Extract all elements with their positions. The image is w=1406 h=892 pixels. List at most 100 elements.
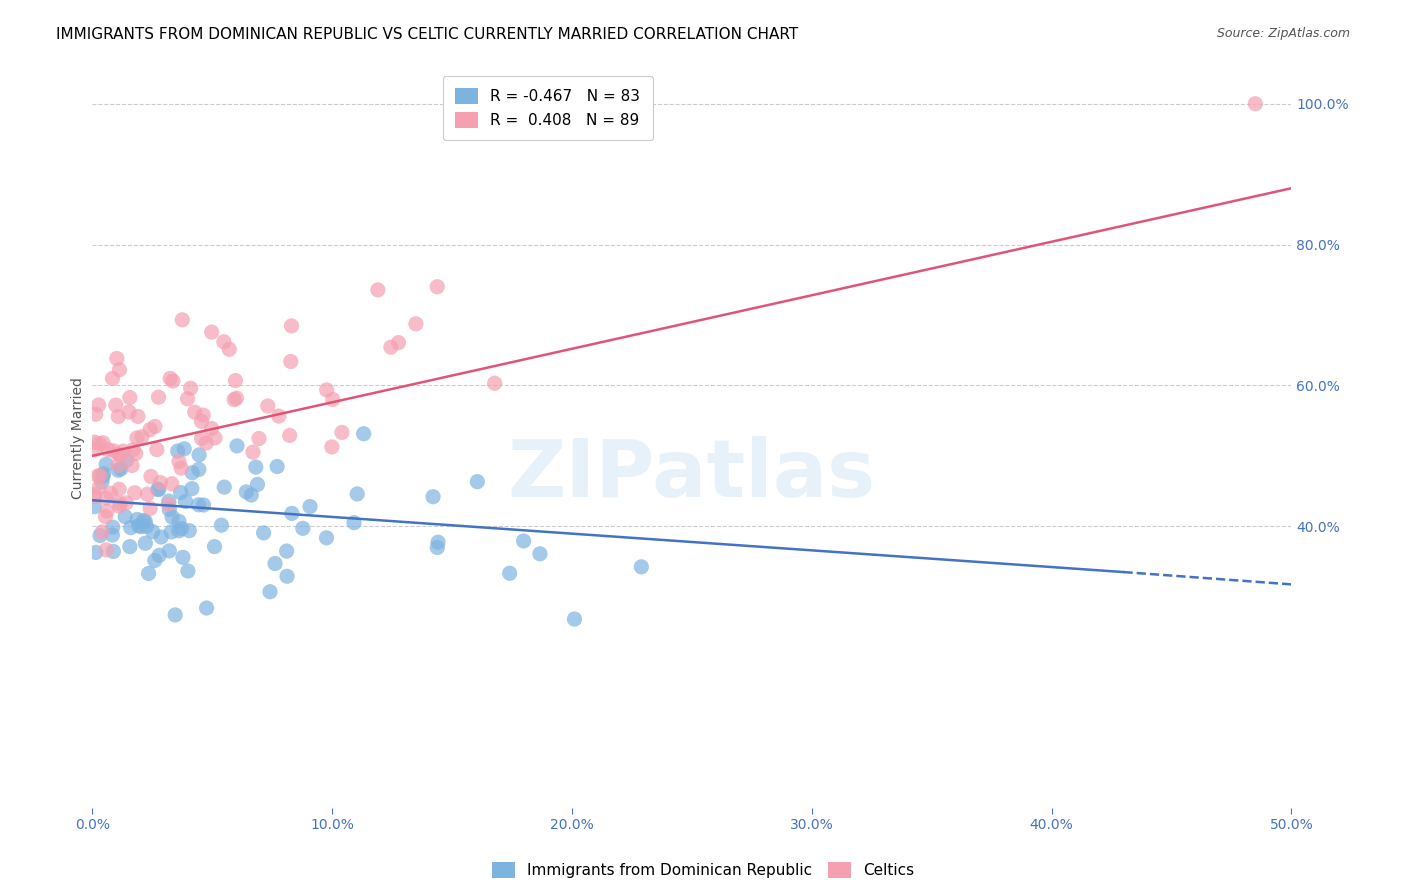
Point [121, 458, 143, 473]
Point [170, 461, 193, 475]
Point [240, 488, 263, 502]
Point [138, 566, 160, 581]
Point [298, 500, 321, 514]
Point [148, 549, 170, 563]
Point [104, 398, 127, 412]
Point [157, 494, 180, 508]
Point [157, 502, 180, 516]
Text: ZIPatlas: ZIPatlas [508, 436, 876, 514]
Point [118, 540, 141, 554]
Point [467, 475, 489, 489]
Point [149, 475, 172, 490]
Point [276, 569, 298, 583]
Point [499, 566, 522, 581]
Point [110, 449, 132, 463]
Point [172, 313, 194, 327]
Point [93, 467, 115, 481]
Point [564, 612, 586, 626]
Point [170, 521, 193, 535]
Point [142, 524, 165, 539]
Point [112, 444, 135, 458]
Point [252, 525, 274, 540]
Point [146, 483, 169, 497]
Point [165, 607, 187, 622]
Point [129, 519, 152, 533]
Point [101, 528, 124, 542]
Point [201, 325, 224, 339]
Point [380, 340, 402, 354]
Point [281, 507, 304, 521]
Point [280, 354, 302, 368]
Point [89, 436, 111, 450]
Point [100, 486, 122, 500]
Y-axis label: Currently Married: Currently Married [72, 377, 86, 500]
Point [91, 475, 114, 489]
Point [235, 485, 257, 500]
Point [266, 459, 288, 474]
Point [107, 463, 129, 477]
Point [160, 476, 183, 491]
Point [134, 515, 156, 529]
Point [176, 392, 198, 406]
Point [118, 391, 141, 405]
Point [387, 335, 409, 350]
Point [278, 428, 301, 442]
Point [136, 487, 159, 501]
Point [157, 497, 180, 511]
Point [484, 376, 506, 391]
Point [195, 436, 218, 450]
Point [512, 533, 534, 548]
Point [157, 544, 180, 558]
Point [115, 496, 138, 510]
Point [83, 487, 105, 501]
Point [280, 318, 302, 333]
Point [246, 477, 269, 491]
Point [87, 469, 110, 483]
Point [367, 283, 389, 297]
Point [179, 524, 201, 538]
Point [114, 509, 136, 524]
Point [167, 514, 190, 528]
Point [427, 535, 450, 549]
Point [315, 383, 337, 397]
Point [218, 343, 240, 357]
Point [108, 499, 131, 513]
Point [107, 458, 129, 473]
Legend: R = -0.467   N = 83, R =  0.408   N = 89: R = -0.467 N = 83, R = 0.408 N = 89 [443, 76, 652, 140]
Point [166, 444, 188, 458]
Point [91, 469, 114, 483]
Legend: Immigrants from Dominican Republic, Celtics: Immigrants from Dominican Republic, Celt… [486, 856, 920, 884]
Point [225, 391, 247, 405]
Point [204, 540, 226, 554]
Point [139, 469, 162, 483]
Point [94, 458, 117, 472]
Point [135, 519, 157, 533]
Point [125, 431, 148, 445]
Point [226, 439, 249, 453]
Point [150, 530, 173, 544]
Point [1244, 96, 1267, 111]
Point [315, 531, 337, 545]
Point [120, 521, 142, 535]
Point [83, 435, 105, 450]
Point [256, 399, 278, 413]
Point [103, 544, 125, 558]
Point [139, 423, 162, 437]
Point [160, 524, 183, 539]
Point [108, 483, 131, 497]
Point [209, 518, 232, 533]
Point [183, 405, 205, 419]
Point [167, 524, 190, 538]
Point [160, 510, 183, 524]
Point [87, 398, 110, 412]
Point [630, 559, 652, 574]
Text: Source: ZipAtlas.com: Source: ZipAtlas.com [1216, 27, 1350, 40]
Point [108, 497, 131, 511]
Point [108, 363, 131, 377]
Point [83, 490, 105, 504]
Point [87, 481, 110, 495]
Point [134, 536, 156, 550]
Point [188, 448, 211, 462]
Point [187, 498, 209, 512]
Point [190, 431, 212, 445]
